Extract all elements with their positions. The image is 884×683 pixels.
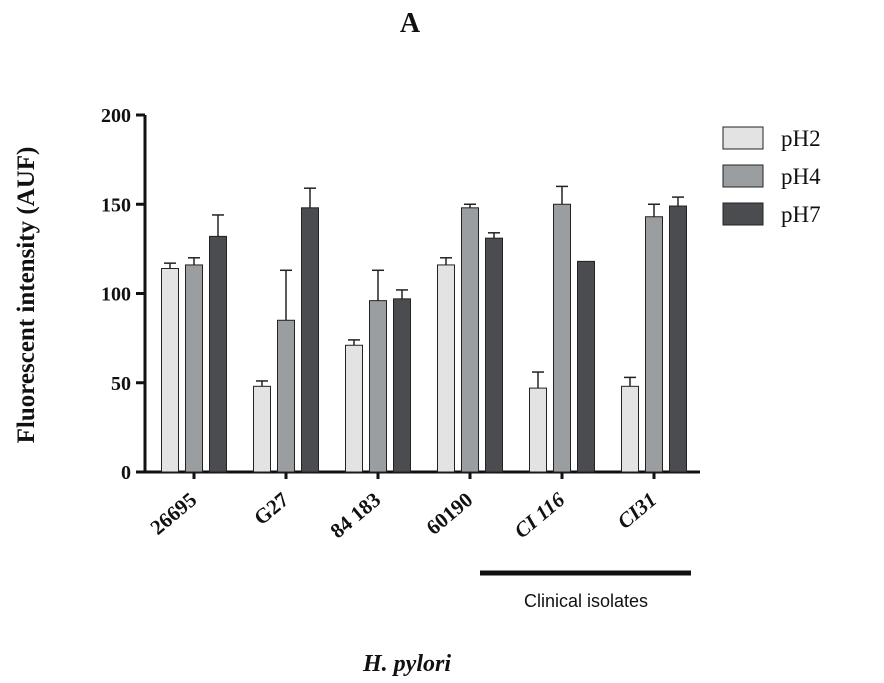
bar-ph2-g27	[253, 385, 271, 473]
y-axis: 0 50 100 150 200	[101, 105, 147, 484]
y-tick-label: 200	[101, 105, 131, 127]
chart-title: A	[400, 8, 421, 39]
legend-swatch-ph2	[722, 126, 764, 150]
legend-swatch-ph7	[722, 202, 764, 226]
bar-ph7-84183	[393, 298, 411, 473]
bar-ph7-ci31	[669, 205, 687, 473]
legend-swatch-ph4	[722, 164, 764, 188]
y-axis-label: Fluorescent intensity (AUF)	[13, 147, 40, 444]
bar-ph4-ci31	[645, 216, 663, 473]
x-tick-label: 84 183	[326, 487, 386, 543]
x-axis-label: H. pylori	[362, 651, 451, 677]
bar-ph2-ci116	[529, 387, 547, 473]
bar-ph4-26695	[185, 264, 203, 473]
y-tick-label: 0	[121, 462, 131, 484]
bar-ph2-84183	[345, 344, 363, 473]
bars	[161, 185, 687, 473]
x-tick-label: 60190	[422, 487, 478, 539]
bar-ph4-60190	[461, 207, 479, 473]
bar-ph7-ci116	[577, 260, 595, 473]
bar-ph2-60190	[437, 264, 455, 473]
y-tick-label: 50	[111, 373, 131, 395]
bar-ph4-g27	[277, 319, 295, 473]
x-tick-label: CI31	[613, 487, 662, 533]
legend: pH2 pH4 pH7	[722, 126, 821, 227]
y-tick-label: 150	[101, 194, 131, 216]
legend-label-ph7: pH7	[781, 202, 821, 227]
y-tick-label: 100	[101, 284, 131, 306]
clinical-isolates-label: Clinical isolates	[524, 591, 648, 611]
x-axis: 26695 G27 84 183 60190 CI 116 CI31	[145, 470, 700, 543]
legend-label-ph4: pH4	[781, 164, 821, 189]
x-tick-label: G27	[249, 487, 293, 529]
bar-ph7-60190	[485, 237, 503, 473]
bar-ph2-26695	[161, 268, 179, 473]
bar-ph7-g27	[301, 207, 319, 473]
legend-label-ph2: pH2	[781, 126, 821, 151]
bar-ph4-ci116	[553, 203, 571, 473]
bar-ph7-26695	[209, 235, 227, 473]
x-tick-label: 26695	[146, 487, 202, 539]
x-tick-label: CI 116	[510, 487, 570, 543]
bar-ph4-84183	[369, 300, 387, 473]
bar-ph2-ci31	[621, 385, 639, 473]
